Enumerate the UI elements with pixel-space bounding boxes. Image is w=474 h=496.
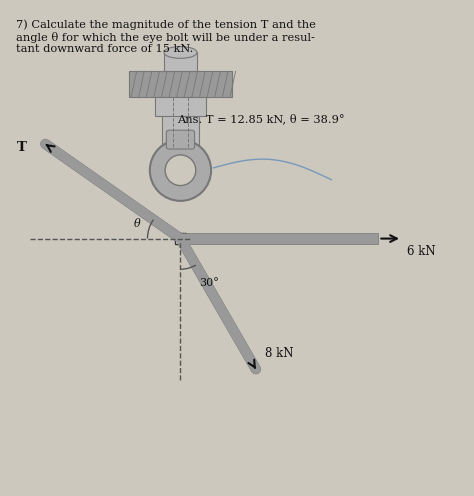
Text: 30°: 30°	[199, 278, 219, 288]
Bar	[174, 233, 186, 245]
Text: 8 kN: 8 kN	[265, 347, 294, 361]
Ellipse shape	[164, 47, 197, 59]
Bar	[128, 71, 232, 97]
Text: T: T	[17, 141, 27, 154]
Circle shape	[165, 155, 196, 186]
Circle shape	[150, 139, 211, 201]
Bar	[181, 233, 378, 244]
Text: θ: θ	[133, 219, 140, 229]
Text: 7) Calculate the magnitude of the tension T and the
angle θ for which the eye bo: 7) Calculate the magnitude of the tensio…	[16, 19, 315, 55]
FancyBboxPatch shape	[166, 130, 195, 149]
Bar	[155, 97, 206, 116]
Text: 6 kN: 6 kN	[407, 245, 435, 258]
Bar	[164, 53, 197, 71]
Text: Ans. T = 12.85 kN, θ = 38.9°: Ans. T = 12.85 kN, θ = 38.9°	[177, 114, 345, 124]
Bar	[162, 100, 199, 147]
